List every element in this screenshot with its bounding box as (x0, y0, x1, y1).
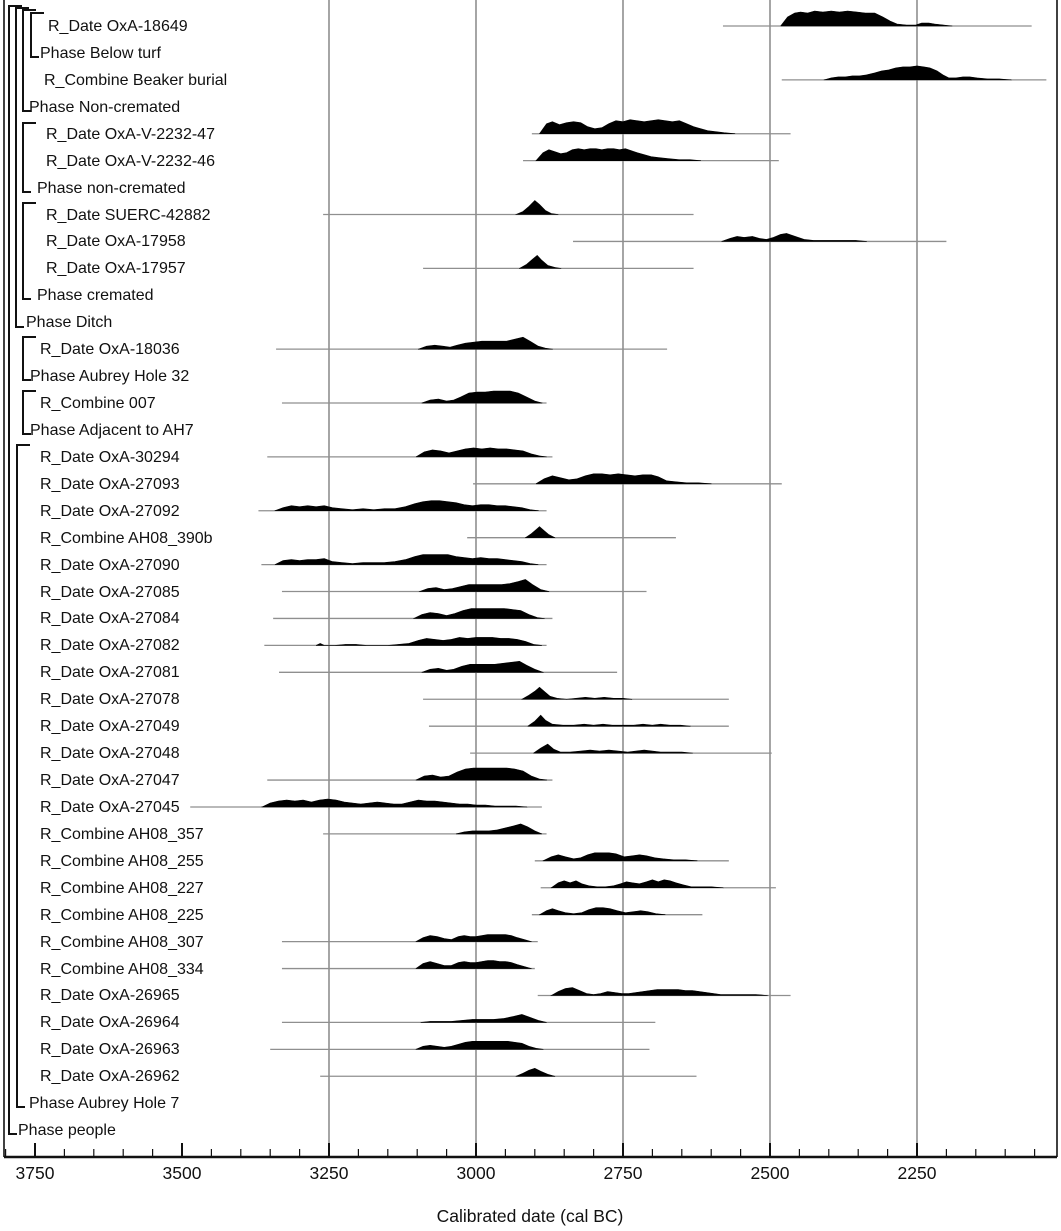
probability-distribution (535, 473, 712, 485)
phase-row-label: Phase Non-cremated (29, 98, 181, 116)
date-row-label: R_Combine Beaker burial (44, 71, 228, 89)
probability-distribution (415, 767, 548, 781)
x-axis-title: Calibrated date (cal BC) (436, 1206, 624, 1226)
probability-distribution (518, 254, 562, 270)
phase-row-label: Phase Below turf (40, 44, 161, 62)
probability-distribution (721, 233, 868, 242)
date-row-label: R_Date OxA-17957 (46, 260, 186, 278)
phase-row-label: Phase people (18, 1122, 116, 1140)
probability-distribution (421, 660, 545, 673)
probability-distribution (418, 579, 550, 592)
probability-distribution (315, 637, 542, 646)
phase-row-label: Phase non-cremated (37, 179, 186, 197)
date-row-label: R_Date OxA-27045 (40, 798, 180, 816)
axis-tick-label: 3500 (162, 1163, 202, 1183)
date-row-label: R_Date OxA-27084 (40, 610, 180, 628)
date-row-label: R_Date OxA-27048 (40, 745, 180, 763)
date-row-label: R_Date OxA-27047 (40, 772, 180, 790)
axis-tick-label: 3250 (309, 1163, 349, 1183)
phase-bracket (15, 7, 29, 328)
date-row-label: R_Combine AH08_357 (40, 825, 204, 843)
probability-distribution (515, 1067, 556, 1077)
phase-bracket (8, 5, 22, 1135)
probability-distribution (535, 148, 702, 162)
probability-distribution (538, 907, 666, 916)
probability-distribution (539, 119, 736, 135)
axis-tick-label: 2750 (603, 1163, 643, 1183)
phase-bracket (22, 336, 36, 381)
probability-distribution (550, 879, 724, 889)
date-row-label: R_Date SUERC-42882 (46, 206, 211, 224)
probability-distribution (274, 500, 539, 512)
probability-distribution (521, 686, 633, 700)
probability-distribution (415, 447, 547, 458)
probability-distribution (532, 743, 694, 754)
date-row-label: R_Combine AH08_255 (40, 852, 204, 870)
probability-distribution (527, 714, 692, 727)
date-row-label: R_Date OxA-26964 (40, 1014, 180, 1032)
phase-bracket (22, 390, 36, 435)
date-row-label: R_Combine 007 (40, 395, 156, 413)
date-row-label: R_Date OxA-V-2232-46 (46, 152, 215, 170)
phase-bracket (22, 122, 36, 193)
probability-distribution (274, 554, 539, 565)
phase-row-label: Phase Ditch (26, 314, 113, 332)
date-row-label: R_Date OxA-18036 (40, 341, 180, 359)
date-row-label: R_Date OxA-27049 (40, 718, 180, 736)
date-row-label: R_Date OxA-27085 (40, 583, 180, 601)
date-row-label: R_Date OxA-27082 (40, 637, 180, 655)
date-row-label: R_Date OxA-17958 (46, 233, 186, 251)
date-row-label: R_Date OxA-V-2232-47 (46, 125, 215, 143)
date-row-label: R_Combine AH08_307 (40, 933, 204, 951)
probability-distribution (514, 200, 559, 215)
probability-distribution (420, 1014, 547, 1023)
date-row-label: R_Date OxA-27081 (40, 664, 180, 682)
date-row-label: R_Combine AH08_334 (40, 960, 204, 978)
date-row-label: R_Combine AH08_227 (40, 879, 204, 897)
probability-distribution (415, 934, 532, 942)
date-row-label: R_Date OxA-27090 (40, 556, 180, 574)
phase-row-label: Phase cremated (37, 287, 154, 305)
axis-tick-label: 2500 (750, 1163, 790, 1183)
phase-row-label: Phase Adjacent to AH7 (30, 421, 194, 439)
date-row-label: R_Date OxA-18649 (48, 18, 188, 35)
probability-distribution (550, 987, 768, 996)
phase-bracket (22, 202, 36, 300)
probability-distribution (525, 526, 556, 539)
phase-bracket (30, 12, 44, 58)
axis-tick-label: 3750 (15, 1163, 55, 1183)
probability-distribution (542, 852, 698, 862)
axis-tick-label: 3000 (456, 1163, 496, 1183)
axis-tick-label: 2250 (897, 1163, 937, 1183)
phase-row-label: Phase Aubrey Hole 7 (29, 1095, 180, 1113)
phase-row-label: Phase Aubrey Hole 32 (30, 368, 190, 386)
probability-distribution (421, 390, 543, 404)
probability-distribution (415, 960, 532, 969)
date-row-label: R_Combine AH08_390b (40, 529, 213, 547)
probability-distribution (823, 65, 1012, 81)
phase-bracket (16, 444, 30, 1108)
probability-distribution (455, 823, 543, 835)
date-row-label: R_Date OxA-27093 (40, 475, 180, 493)
date-row-label: R_Combine AH08_225 (40, 906, 204, 924)
date-row-label: R_Date OxA-26965 (40, 987, 180, 1005)
date-row-label: R_Date OxA-27092 (40, 502, 180, 520)
date-row-label: R_Date OxA-26962 (40, 1068, 180, 1086)
probability-distribution (780, 10, 953, 27)
probability-distribution (417, 336, 554, 350)
date-row-label: R_Date OxA-30294 (40, 448, 180, 466)
probability-distribution (413, 608, 545, 619)
phase-bracket (22, 9, 36, 112)
date-row-label: R_Date OxA-26963 (40, 1041, 180, 1059)
probability-distribution (261, 798, 528, 808)
probability-distribution (415, 1041, 544, 1050)
date-row-label: R_Date OxA-27078 (40, 691, 180, 709)
